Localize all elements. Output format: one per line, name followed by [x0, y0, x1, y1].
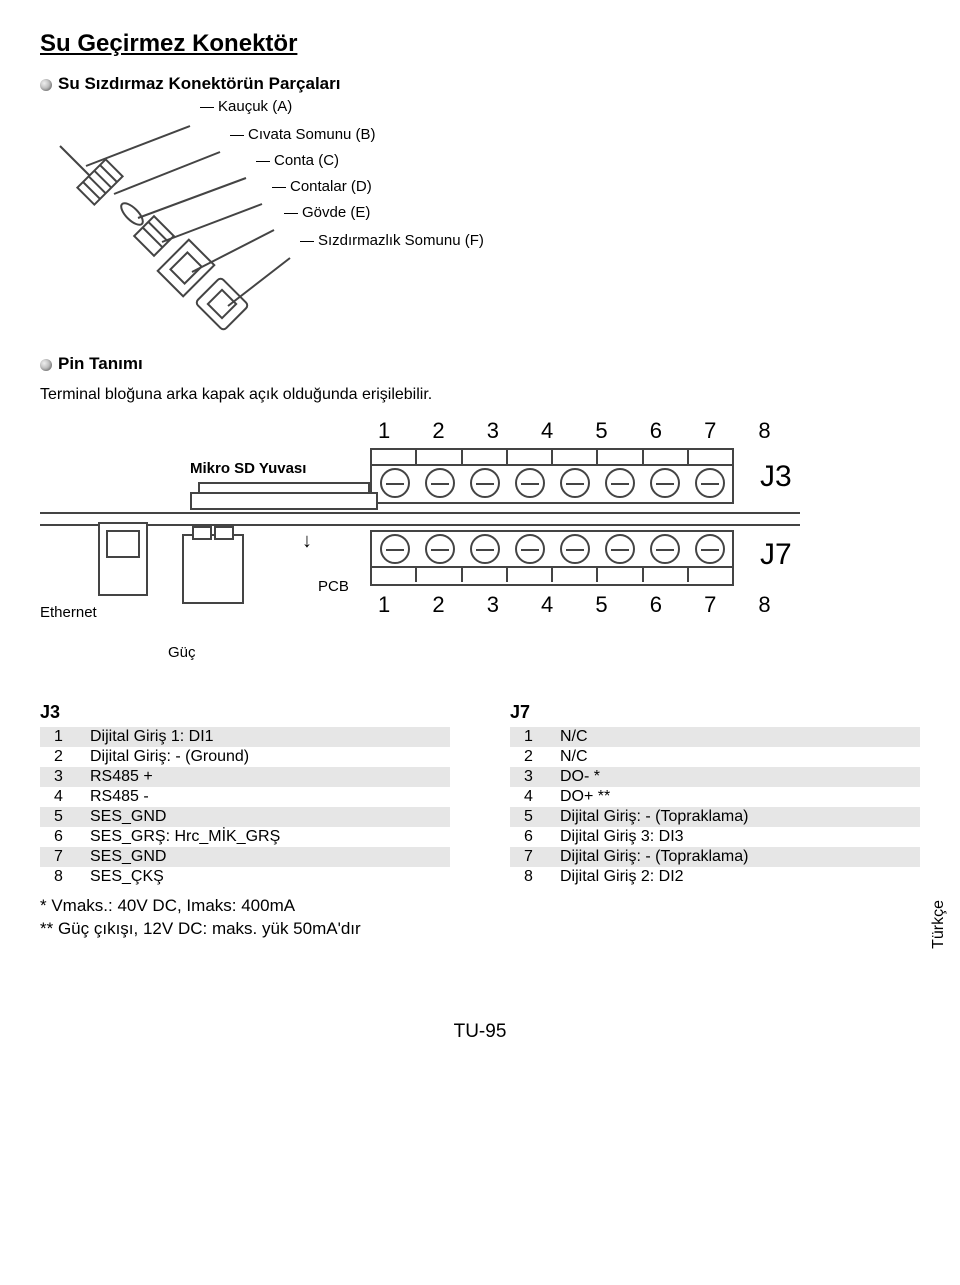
table-row: 5Dijital Giriş: - (Topraklama): [510, 807, 920, 827]
pcb-bar: [40, 512, 800, 526]
language-tab: Türkçe: [930, 900, 948, 949]
section-pin-heading: Pin Tanımı: [40, 350, 920, 380]
table-row: 2N/C: [510, 747, 920, 767]
bullet-icon: [40, 79, 52, 91]
footnote-2: ** Güç çıkışı, 12V DC: maks. yük 50mA'dı…: [40, 918, 920, 941]
table-row: 5SES_GND: [40, 807, 450, 827]
table-row: 8Dijital Giriş 2: DI2: [510, 867, 920, 887]
section-parts-label: Su Sızdırmaz Konektörün Parçaları: [58, 74, 340, 94]
part-c-label: Conta (C): [256, 152, 339, 169]
j3-rows: 1Dijital Giriş 1: DI12Dijital Giriş: - (…: [40, 727, 450, 887]
pins-bottom: 1 2 3 4 5 6 7 8: [378, 592, 789, 618]
table-row: 1Dijital Giriş 1: DI1: [40, 727, 450, 747]
page-title: Su Geçirmez Konektör: [40, 30, 920, 58]
part-e-label: Gövde (E): [284, 204, 370, 221]
j3-table-header: J3: [40, 702, 450, 723]
j7-label: J7: [760, 538, 792, 572]
part-d-label: Contalar (D): [272, 178, 372, 195]
j3-terminal-block: [370, 448, 734, 504]
power-label: Güç: [168, 644, 196, 661]
bullet-icon: [40, 359, 52, 371]
table-row: 6Dijital Giriş 3: DI3: [510, 827, 920, 847]
terminal-diagram: 1 2 3 4 5 6 7 8 J3 Mikro SD Yuvası J7 PC…: [40, 418, 920, 698]
arrow-down-icon: ↓: [302, 530, 312, 553]
table-row: 4DO+ **: [510, 787, 920, 807]
page-number: TU-95: [40, 1021, 920, 1043]
table-row: 2Dijital Giriş: - (Ground): [40, 747, 450, 767]
part-f-label: Sızdırmazlık Somunu (F): [300, 232, 484, 249]
table-row: 4RS485 -: [40, 787, 450, 807]
exploded-view: Kauçuk (A) Cıvata Somunu (B) Conta (C) C…: [50, 100, 920, 350]
pcb-label: PCB: [318, 578, 349, 595]
pins-top: 1 2 3 4 5 6 7 8: [378, 418, 789, 444]
part-a-label: Kauçuk (A): [200, 98, 292, 115]
table-row: 7SES_GND: [40, 847, 450, 867]
part-b-label: Cıvata Somunu (B): [230, 126, 376, 143]
footnotes: * Vmaks.: 40V DC, Imaks: 400mA ** Güç çı…: [40, 895, 920, 941]
table-row: 1N/C: [510, 727, 920, 747]
table-row: 8SES_ÇKŞ: [40, 867, 450, 887]
table-row: 7Dijital Giriş: - (Topraklama): [510, 847, 920, 867]
pin-tables: J3 1Dijital Giriş 1: DI12Dijital Giriş: …: [40, 702, 920, 887]
sd-slot-lip: [190, 492, 378, 510]
j3-label: J3: [760, 460, 792, 494]
j7-terminal-block: [370, 530, 734, 586]
section-pin-label: Pin Tanımı: [58, 354, 143, 374]
table-row: 3DO- *: [510, 767, 920, 787]
sd-label: Mikro SD Yuvası: [190, 460, 306, 477]
j7-rows: 1N/C2N/C3DO- *4DO+ **5Dijital Giriş: - (…: [510, 727, 920, 887]
ethernet-jack: [98, 522, 148, 596]
footnote-1: * Vmaks.: 40V DC, Imaks: 400mA: [40, 895, 920, 918]
pin-access-note: Terminal bloğuna arka kapak açık olduğun…: [40, 386, 920, 404]
section-parts-heading: Su Sızdırmaz Konektörün Parçaları: [40, 70, 920, 100]
power-jack: [182, 534, 244, 604]
j7-table-header: J7: [510, 702, 920, 723]
table-row: 3RS485 +: [40, 767, 450, 787]
j3-table: J3 1Dijital Giriş 1: DI12Dijital Giriş: …: [40, 702, 450, 887]
j7-table: J7 1N/C2N/C3DO- *4DO+ **5Dijital Giriş: …: [510, 702, 920, 887]
table-row: 6SES_GRŞ: Hrc_MİK_GRŞ: [40, 827, 450, 847]
ethernet-label: Ethernet: [40, 604, 97, 621]
